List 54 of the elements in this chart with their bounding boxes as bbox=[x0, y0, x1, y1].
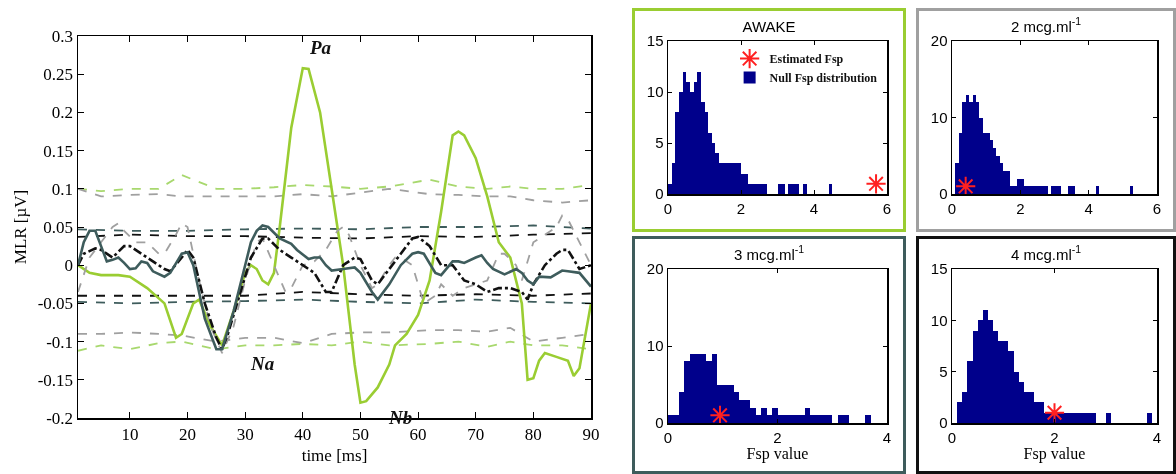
y-tick-label: 10 bbox=[930, 311, 948, 329]
y-tick-label: -0.05 bbox=[37, 294, 74, 314]
x-tick-label: 60 bbox=[409, 424, 427, 444]
chart-title: 4 mcg.ml$^{-1}$ bbox=[1010, 243, 1082, 263]
y-tick-label: 0.25 bbox=[43, 65, 74, 85]
y-tick-label: 0.3 bbox=[51, 26, 74, 46]
legend-label: Null Fsp distribution bbox=[769, 71, 878, 86]
y-tick-label: 20 bbox=[930, 32, 948, 50]
y-tick-label: -0.15 bbox=[37, 370, 74, 390]
x-axis-title: time [ms] bbox=[301, 446, 368, 466]
x-tick-label: 30 bbox=[236, 424, 254, 444]
x-tick-label: 6 bbox=[1152, 199, 1162, 217]
x-tick-label: 4 bbox=[882, 428, 892, 446]
y-tick-label: 0.1 bbox=[51, 179, 74, 199]
x-tick-label: 2 bbox=[736, 199, 746, 217]
y-tick-label: 0 bbox=[64, 256, 74, 276]
chart-title: 3 mcg.ml$^{-1}$ bbox=[733, 243, 805, 263]
x-tick-label: 4 bbox=[1152, 428, 1162, 446]
x-tick-label: 6 bbox=[882, 199, 892, 217]
x-tick-label: 2 bbox=[773, 428, 782, 446]
x-tick-label: 4 bbox=[1084, 199, 1093, 217]
y-tick-label: -0.2 bbox=[46, 408, 74, 428]
y-tick-label: 0 bbox=[655, 185, 664, 203]
annotation: Pa bbox=[309, 37, 332, 58]
y-tick-label: 10 bbox=[646, 337, 664, 355]
y-tick-label: 0 bbox=[939, 185, 948, 203]
y-tick-label: 5 bbox=[939, 362, 948, 380]
y-tick-label: 0.15 bbox=[43, 141, 74, 161]
x-tick-label: 40 bbox=[294, 424, 312, 444]
x-tick-label: 4 bbox=[809, 199, 819, 217]
y-tick-label: 15 bbox=[930, 260, 948, 278]
annotation: Na bbox=[250, 353, 275, 374]
x-tick-label: 70 bbox=[467, 424, 485, 444]
x-tick-label: 20 bbox=[179, 424, 197, 444]
chart-title: 2 mcg.ml$^{-1}$ bbox=[1010, 15, 1082, 35]
x-axis-title: Fsp value bbox=[746, 445, 809, 464]
y-tick-label: 10 bbox=[930, 108, 948, 126]
x-tick-label: 2 bbox=[1016, 199, 1025, 217]
y-tick-label: 15 bbox=[646, 32, 664, 50]
x-tick-label: 2 bbox=[1050, 428, 1059, 446]
chart-title: AWAKE bbox=[742, 17, 796, 35]
y-tick-label: 20 bbox=[646, 260, 664, 278]
y-tick-label: 0.05 bbox=[43, 217, 74, 237]
y-axis-title: MLR [µV] bbox=[11, 189, 31, 265]
x-tick-label: 80 bbox=[524, 424, 542, 444]
x-tick-label: 50 bbox=[351, 424, 369, 444]
x-axis-title: Fsp value bbox=[1023, 445, 1086, 464]
y-tick-label: 10 bbox=[646, 83, 664, 101]
y-tick-label: -0.1 bbox=[46, 332, 74, 352]
legend-label: Estimated Fsp bbox=[769, 52, 844, 67]
x-tick-label: 90 bbox=[582, 424, 600, 444]
y-tick-label: 5 bbox=[655, 134, 664, 152]
y-tick-label: 0.2 bbox=[51, 103, 74, 123]
x-tick-label: 10 bbox=[121, 424, 139, 444]
